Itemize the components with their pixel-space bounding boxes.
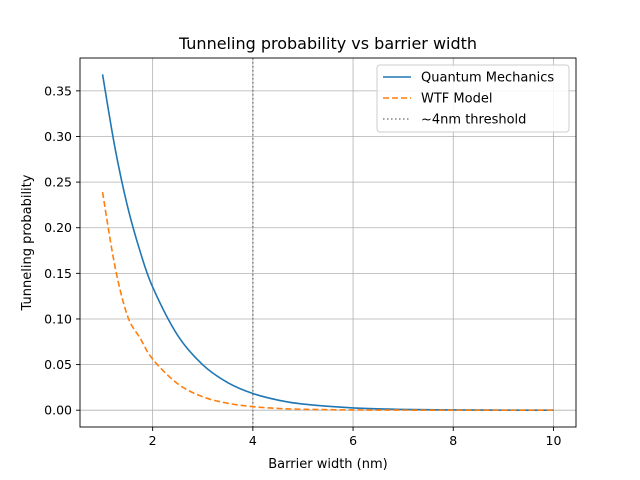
x-tick-label: 2 — [149, 433, 157, 448]
y-tick-label: 0.20 — [44, 220, 72, 235]
series-layer — [101, 58, 554, 427]
y-tick-label: 0.25 — [44, 175, 72, 190]
x-axis-label: Barrier width (nm) — [268, 457, 387, 472]
legend-label: Quantum Mechanics — [421, 71, 554, 86]
legend: Quantum Mechanics WTF Model ~4nm threshold — [376, 64, 570, 133]
x-tick-label: 4 — [249, 433, 257, 448]
x-tick-label: 10 — [546, 433, 562, 448]
y-tick-label: 0.05 — [44, 357, 72, 372]
y-axis-label: Tunneling probability — [20, 174, 35, 311]
y-tick-label: 0.15 — [44, 266, 72, 281]
x-tick-label: 8 — [449, 433, 457, 448]
plot-frame — [79, 57, 577, 428]
series-line-0 — [101, 74, 554, 412]
y-tick-label: 0.30 — [44, 129, 72, 144]
y-tick-label: 0.10 — [44, 311, 72, 326]
x-tick-label: 6 — [349, 433, 357, 448]
legend-label: WTF Model — [421, 92, 492, 107]
axis-ticks: 2 4 6 8 10 0.00 0.05 0.10 0.15 0.20 0.25 0.30 0.35 — [44, 83, 561, 448]
y-tick-label: 0.00 — [44, 403, 72, 418]
legend-label: ~4nm threshold — [421, 113, 526, 128]
chart-title: Tunneling probability vs barrier width — [178, 34, 477, 53]
legend-box — [376, 64, 570, 133]
y-tick-label: 0.35 — [44, 83, 72, 98]
series-line-1 — [101, 191, 554, 412]
